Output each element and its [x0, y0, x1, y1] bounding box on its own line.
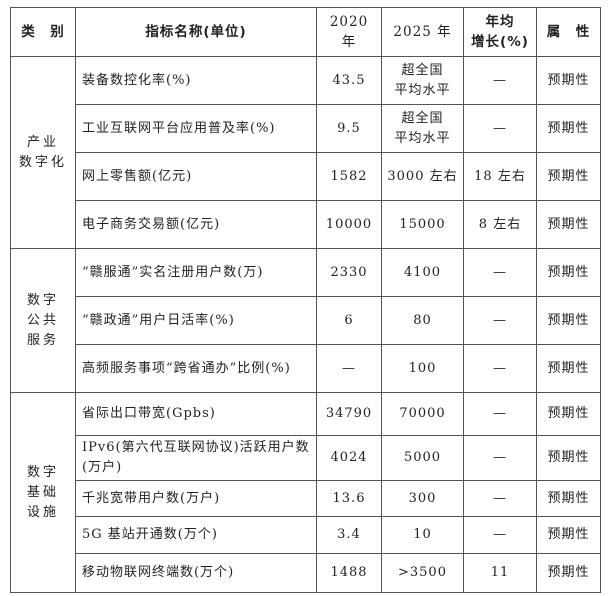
header-row: 类 别 指标名称(单位) 2020 年 2025 年 年均 增长(%) 属 性	[10, 7, 601, 57]
value-2025: 3000 左右	[381, 152, 464, 201]
header-indicator: 指标名称(单位)	[75, 7, 317, 57]
header-attribute: 属 性	[536, 7, 601, 57]
value-2025: >3500	[381, 553, 464, 593]
value-2025: 300	[381, 480, 464, 517]
category-cell: 产业 数字化	[10, 56, 76, 249]
header-category: 类 别	[10, 7, 76, 57]
indicator-name: 千兆宽带用户数(万户)	[75, 480, 317, 517]
value-2025: 70000	[381, 392, 464, 436]
indicator-name: 电子商务交易额(亿元)	[75, 200, 317, 249]
value-2025: 10	[381, 516, 464, 554]
indicator-name: 省际出口带宽(Gpbs)	[75, 392, 317, 436]
value-2020: 10000	[316, 200, 382, 249]
header-2020: 2020 年	[316, 7, 382, 57]
attribute: 预期性	[536, 56, 601, 105]
value-2025: 4100	[381, 248, 464, 297]
value-2025: 80	[381, 296, 464, 345]
annual-growth: —	[463, 516, 537, 554]
table-row: IPv6(第六代互联网协议)活跃用户数(万户) 4024 5000— 预期性	[11, 435, 601, 481]
value-2025: 超全国 平均水平	[381, 104, 464, 153]
annual-growth: —	[463, 248, 537, 297]
table-row: 5G 基站开通数(万个) 3.4 10— 预期性	[11, 516, 601, 554]
value-2020: 34790	[316, 392, 382, 436]
attribute: 预期性	[536, 392, 601, 436]
attribute: 预期性	[536, 344, 601, 393]
value-2020: 2330	[316, 248, 382, 297]
attribute: 预期性	[536, 435, 601, 481]
annual-growth: 18 左右	[463, 152, 537, 201]
annual-growth: —	[463, 344, 537, 393]
value-2025: 15000	[381, 200, 464, 249]
value-2020: 4024	[316, 435, 382, 481]
indicator-name: 网上零售额(亿元)	[75, 152, 317, 201]
table-row: “赣政通”用户日活率(%) 6 80— 预期性	[11, 296, 601, 345]
value-2020: 43.5	[316, 56, 382, 105]
attribute: 预期性	[536, 104, 601, 153]
table-row: 数字 基础 设施 省际出口带宽(Gpbs) 34790 70000— 预期性	[10, 392, 601, 593]
value-2020: —	[316, 344, 382, 393]
indicator-name: 装备数控化率(%)	[75, 56, 317, 105]
indicator-name: “赣服通”实名注册用户数(万)	[75, 248, 317, 297]
annual-growth: 8 左右	[463, 200, 537, 249]
header-growth: 年均 增长(%)	[463, 7, 537, 57]
value-2020: 1488	[316, 553, 382, 593]
indicator-name: 5G 基站开通数(万个)	[75, 516, 317, 554]
attribute: 预期性	[536, 480, 601, 517]
value-2025: 5000	[381, 435, 464, 481]
value-2020: 1582	[316, 152, 382, 201]
indicator-table: 类 别 指标名称(单位) 2020 年 2025 年 年均 增长(%) 属 性 …	[10, 7, 601, 593]
table-row: 移动物联网终端数(万个) 1488 >3500 11 预期性	[11, 553, 601, 593]
value-2025: 100	[381, 344, 464, 393]
attribute: 预期性	[536, 516, 601, 554]
annual-growth: —	[463, 435, 537, 481]
value-2020: 13.6	[316, 480, 382, 517]
indicator-name: 工业互联网平台应用普及率(%)	[75, 104, 317, 153]
value-2020: 9.5	[316, 104, 382, 153]
table-row: 工业互联网平台应用普及率(%) 9.5 超全国 平均水平 — 预期性	[11, 104, 601, 153]
value-2025: 超全国 平均水平	[381, 56, 464, 105]
attribute: 预期性	[536, 200, 601, 249]
indicator-name: 移动物联网终端数(万个)	[75, 553, 317, 593]
table-row: 电子商务交易额(亿元) 10000 15000 8 左右 预期性	[11, 200, 601, 249]
annual-growth: —	[463, 56, 537, 105]
value-2020: 3.4	[316, 516, 382, 554]
attribute: 预期性	[536, 296, 601, 345]
attribute: 预期性	[536, 248, 601, 297]
table-row: 数字 公共 服务 “赣服通”实名注册用户数(万) 2330 4100— 预期性	[10, 248, 601, 393]
attribute: 预期性	[536, 152, 601, 201]
annual-growth: —	[463, 104, 537, 153]
category-cell: 数字 基础 设施	[10, 392, 76, 593]
indicator-name: 高频服务事项“跨省通办”比例(%)	[75, 344, 317, 393]
category-cell: 数字 公共 服务	[10, 248, 76, 393]
table-row: 产业 数字化 装备数控化率(%) 43.5 超全国 平均水平 — 预期性	[10, 56, 601, 249]
table-row: 千兆宽带用户数(万户) 13.6 300— 预期性	[11, 480, 601, 517]
value-2020: 6	[316, 296, 382, 345]
annual-growth: —	[463, 480, 537, 517]
annual-growth: —	[463, 392, 537, 436]
indicator-name: IPv6(第六代互联网协议)活跃用户数(万户)	[75, 435, 317, 481]
table-row: 高频服务事项“跨省通办”比例(%) —100— 预期性	[11, 344, 601, 393]
attribute: 预期性	[536, 553, 601, 593]
indicator-name: “赣政通”用户日活率(%)	[75, 296, 317, 345]
annual-growth: 11	[463, 553, 537, 593]
annual-growth: —	[463, 296, 537, 345]
header-2025: 2025 年	[381, 7, 464, 57]
table-row: 网上零售额(亿元) 1582 3000 左右 18 左右 预期性	[11, 152, 601, 201]
